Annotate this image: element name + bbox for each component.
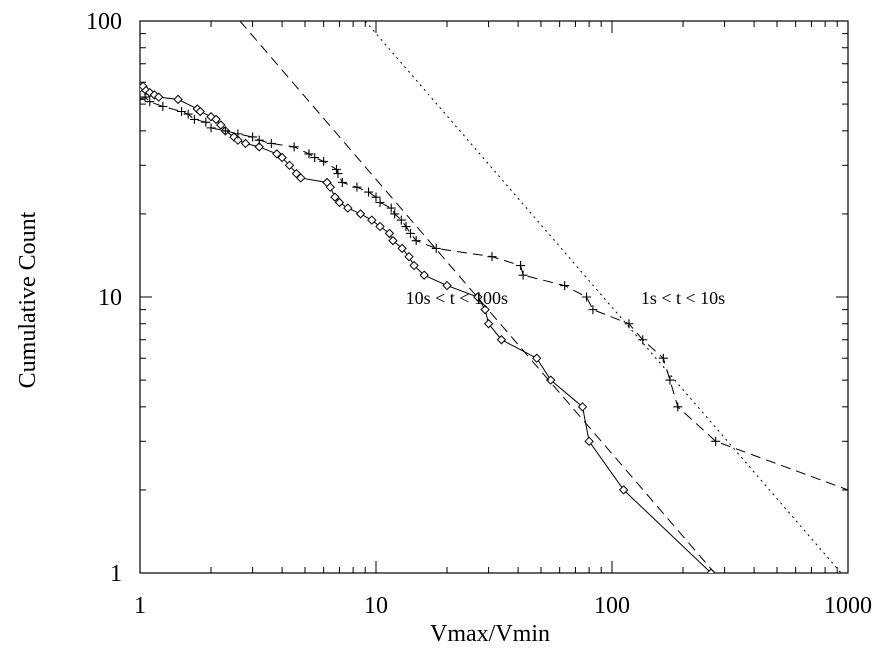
diamond-marker [216,120,226,130]
diamond-marker [577,402,588,412]
annotation-1: 10s < t < 100s [406,288,508,308]
series-line [364,21,842,573]
plus-marker [158,102,168,112]
diamond-marker [483,319,494,329]
series-1 [140,81,716,573]
diamond-marker [173,94,183,105]
diamond-marker [334,197,345,208]
diamond-marker [296,173,306,183]
plus-marker [304,149,314,159]
series-3 [239,21,715,573]
plus-marker [431,243,441,253]
diamond-marker [254,142,264,152]
plus-marker [140,94,145,104]
plus-marker [487,252,497,262]
plus-marker [658,353,668,363]
plus-marker [405,228,415,238]
diamond-marker [291,168,302,179]
annotations: 10s < t < 100s 1s < t < 10s [406,288,726,308]
y-axis-label: Cumulative Count [15,211,41,388]
diamond-marker [397,243,407,254]
plus-marker [183,109,193,119]
plus-marker [220,126,230,136]
diamond-marker [343,203,353,213]
plus-marker [310,153,320,163]
plus-marker [843,485,848,495]
x-axis-label: Vmax/Vmin [430,621,550,647]
diamond-marker [409,260,419,271]
series-line [239,21,715,573]
x-tick-label: 100 [594,593,630,619]
plus-marker [364,187,374,197]
series-2 [140,92,848,495]
diamond-marker [240,138,251,149]
plus-marker [711,436,721,446]
plus-marker [588,305,598,315]
plus-marker [333,169,343,179]
plus-marker [177,107,187,117]
diamond-marker [480,304,490,315]
plus-marker [189,114,199,124]
series-4 [364,21,842,573]
plus-marker [248,132,258,142]
plus-marker [518,270,528,280]
plus-marker [375,197,385,207]
x-tick-label: 1 [134,593,146,619]
plus-marker [411,236,421,246]
plus-marker [665,375,675,385]
axis-ticks: 1 10 100 1000 1 10 100 [86,9,872,619]
plus-marker [582,292,592,302]
diamond-marker [211,114,221,125]
plus-marker [145,97,155,107]
diamond-marker [355,209,366,219]
plus-marker [266,138,276,148]
plus-marker [352,182,362,192]
plus-marker [673,402,683,412]
diamond-marker [277,152,287,163]
diamond-marker [375,221,385,232]
diamond-marker [419,270,429,280]
diamond-marker [330,192,340,202]
plus-marker [371,192,381,202]
diamond-marker [404,251,414,262]
diamond-marker [153,92,164,102]
y-tick-label: 100 [86,9,122,35]
diamond-marker [195,106,205,117]
plus-marker [401,222,411,232]
plus-marker [390,209,400,219]
y-tick-label: 1 [110,561,122,587]
diamond-marker [384,228,395,239]
diamond-marker [233,135,243,145]
diamond-marker [532,353,542,363]
plus-marker [331,164,341,174]
plus-marker [140,92,150,102]
plus-marker [516,261,526,271]
diamond-marker [584,436,594,447]
y-tick-label: 10 [98,285,122,311]
plus-marker [233,129,243,139]
plus-marker [386,203,396,213]
diamond-marker [272,149,282,159]
plus-marker [206,123,216,133]
plus-marker [201,117,211,127]
plus-marker [396,215,406,225]
diamond-marker [496,335,507,345]
plus-marker [319,156,329,166]
diamond-marker [367,215,377,225]
x-tick-label: 10 [364,593,388,619]
diamond-marker [618,485,629,495]
annotation-2: 1s < t < 10s [641,288,725,308]
diamond-marker [325,182,335,192]
series-line [140,85,712,573]
x-tick-label: 1000 [824,593,872,619]
series-layer [140,21,848,573]
plus-marker [337,177,347,187]
plus-marker [254,135,264,145]
plus-marker [560,281,570,291]
diamond-marker [284,160,295,171]
plus-marker [289,142,299,152]
diamond-marker [442,280,452,291]
diamond-marker [388,235,398,246]
